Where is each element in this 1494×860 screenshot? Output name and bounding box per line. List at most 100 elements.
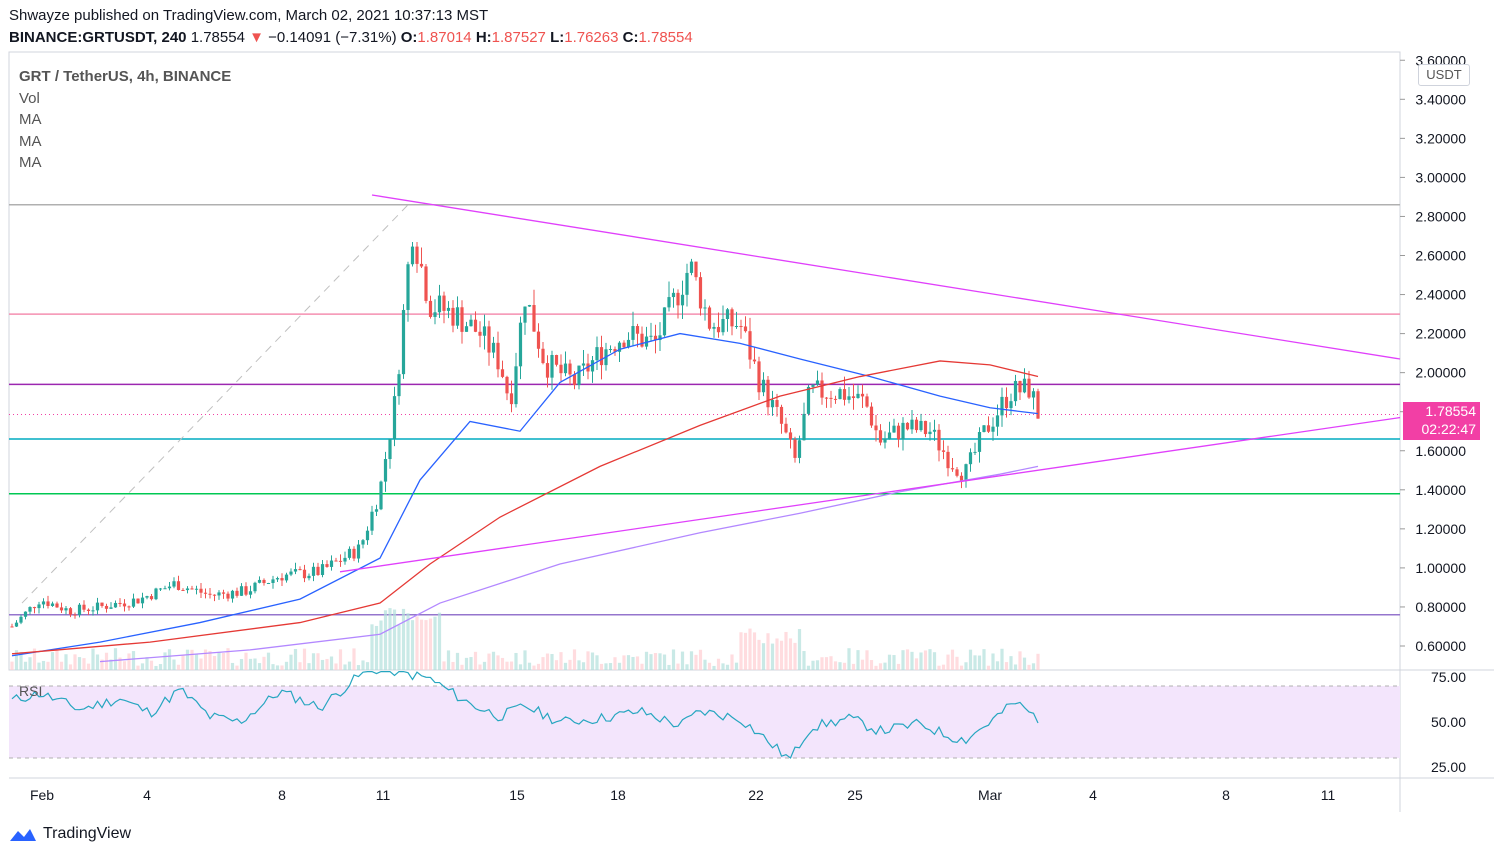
volume-bar <box>410 620 415 670</box>
symbol-ohlc-line: BINANCE:GRTUSDT, 240 1.78554 ▼ −0.14091 … <box>9 29 693 46</box>
candle-body <box>32 607 37 609</box>
volume-bar <box>905 649 910 670</box>
volume-bar <box>356 665 361 670</box>
candle-body <box>383 459 388 482</box>
candle-body <box>266 583 271 585</box>
candle-body <box>329 560 334 567</box>
high-label: H: <box>475 29 492 46</box>
currency-badge[interactable]: USDT <box>1418 64 1470 86</box>
volume-bar <box>23 661 28 670</box>
volume-bar <box>253 658 257 670</box>
volume-bar <box>941 664 946 670</box>
candle-body <box>955 469 959 476</box>
volume-bar <box>455 652 460 670</box>
candle-body <box>923 420 928 435</box>
candle-body <box>244 586 248 595</box>
candle-body <box>437 295 442 313</box>
volume-bar <box>604 663 608 670</box>
candle-body <box>478 331 482 336</box>
volume-bar <box>752 632 757 670</box>
candle-body <box>1022 378 1027 393</box>
candle-body <box>379 481 383 510</box>
y-tick-label: 1.00000 <box>1415 560 1466 576</box>
candle-body <box>343 557 347 562</box>
volume-bar <box>235 665 239 670</box>
volume-bar <box>14 650 19 670</box>
candle-body <box>455 307 460 326</box>
y-tick-label: 1.60000 <box>1415 443 1466 459</box>
volume-bar <box>505 661 509 670</box>
candle-body <box>127 606 131 608</box>
candle-body <box>1013 380 1018 402</box>
volume-bar <box>343 664 347 670</box>
candle-body <box>212 594 217 596</box>
candle-body <box>734 326 739 328</box>
candle-body <box>307 575 311 579</box>
candle-body <box>698 277 703 309</box>
volume-bar <box>802 651 806 670</box>
volume-bar <box>559 652 563 670</box>
volume-bar <box>784 631 788 670</box>
candle-body <box>865 396 869 407</box>
volume-bar <box>581 662 586 670</box>
y-tick-label: 3.00000 <box>1415 169 1466 185</box>
volume-bar <box>217 651 221 670</box>
volume-bar <box>190 649 194 670</box>
candle-body <box>59 607 64 611</box>
down-arrow-icon: ▼ <box>249 29 264 46</box>
volume-bar <box>721 663 725 670</box>
candle-body <box>838 389 842 400</box>
candle-body <box>793 439 797 458</box>
candle-body <box>653 335 658 341</box>
volume-bar <box>698 649 703 670</box>
volume-bar <box>64 654 68 670</box>
volume-bar <box>946 654 950 670</box>
volume-bar <box>208 651 212 670</box>
volume-bar <box>923 650 928 670</box>
candle-body <box>68 608 73 615</box>
candle-body <box>181 589 185 591</box>
volume-bar <box>568 659 572 670</box>
volume-bar <box>262 656 266 670</box>
legend-ma-3: MA <box>19 154 42 171</box>
volume-bar <box>1013 664 1018 670</box>
volume-bar <box>388 608 392 670</box>
candle-body <box>392 396 397 439</box>
volume-bar <box>487 653 491 670</box>
volume-bar <box>973 655 977 670</box>
volume-bar <box>689 651 694 670</box>
volume-bar <box>28 657 32 670</box>
volume-bar <box>914 658 919 670</box>
candle-body <box>203 592 208 594</box>
volume-bar <box>50 652 55 670</box>
candle-body <box>559 364 563 374</box>
high-value: 1.87527 <box>491 29 546 46</box>
volume-bar <box>892 655 896 670</box>
candle-body <box>325 564 329 567</box>
candle-body <box>739 326 743 328</box>
volume-bar <box>136 665 140 670</box>
candle-body <box>685 272 689 295</box>
candle-body <box>986 425 991 432</box>
ma-line-purple <box>99 465 1039 663</box>
candle-body <box>590 360 595 372</box>
volume-bar <box>55 649 59 670</box>
volume-bar <box>293 648 298 670</box>
candle-body <box>788 432 793 440</box>
candle-body <box>136 598 140 604</box>
candle-body <box>1000 396 1004 416</box>
x-tick-label: 4 <box>1089 787 1097 803</box>
tradingview-logo[interactable]: TradingView <box>8 825 131 843</box>
candle-body <box>689 261 694 273</box>
candle-body <box>878 430 883 443</box>
candle-body <box>563 363 568 374</box>
candle-body <box>46 601 50 606</box>
volume-bar <box>131 651 136 670</box>
candle-body <box>293 569 298 572</box>
candle-body <box>1018 380 1022 393</box>
volume-bar <box>928 649 932 670</box>
volume-bar <box>154 665 158 670</box>
volume-bar <box>1022 657 1027 670</box>
candle-body <box>550 354 554 378</box>
